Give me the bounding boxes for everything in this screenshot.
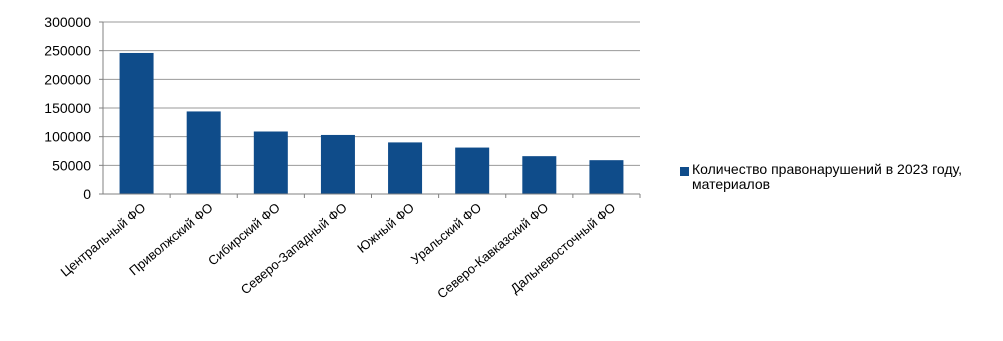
axes bbox=[99, 21, 641, 198]
gridlines bbox=[103, 21, 640, 166]
y-tick-label: 50000 bbox=[52, 157, 91, 173]
y-tick-label: 200000 bbox=[44, 71, 91, 87]
y-tick-label: 150000 bbox=[44, 100, 91, 116]
x-tick-label: Южный ФО bbox=[354, 200, 417, 256]
bar bbox=[455, 147, 490, 194]
bar bbox=[388, 142, 423, 194]
legend-swatch bbox=[680, 167, 689, 176]
y-tick-labels: 0 50000 100000 150000 200000 250000 300000 bbox=[44, 14, 91, 202]
y-tick-label: 0 bbox=[83, 186, 91, 202]
y-tick-label: 300000 bbox=[44, 14, 91, 30]
bar bbox=[522, 156, 557, 194]
bar bbox=[186, 111, 221, 194]
bar bbox=[589, 160, 624, 194]
legend-label: Количество правонарушений в 2023 году, м… bbox=[692, 161, 963, 192]
bar bbox=[253, 131, 288, 194]
x-tick-label: Северо-Кавказский ФО bbox=[434, 200, 551, 302]
bar bbox=[119, 52, 154, 195]
y-tick-label: 250000 bbox=[44, 43, 91, 59]
bar bbox=[320, 134, 355, 194]
legend: Количество правонарушений в 2023 году, м… bbox=[680, 162, 1000, 192]
bars bbox=[119, 52, 624, 195]
y-tick-label: 100000 bbox=[44, 129, 91, 145]
